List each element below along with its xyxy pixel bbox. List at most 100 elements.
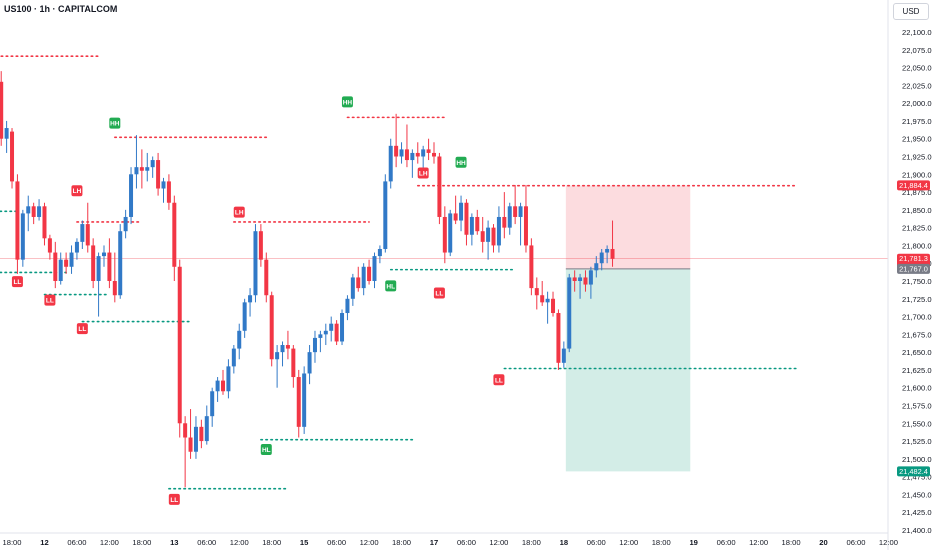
price-tag-box bbox=[897, 180, 930, 191]
candle-body bbox=[588, 270, 593, 285]
time-tick-label: 18:00 bbox=[652, 538, 671, 547]
candle bbox=[475, 209, 480, 235]
candle bbox=[491, 224, 496, 253]
price-tick-label: 21,925.0 bbox=[902, 153, 932, 162]
price-tag: 21,482.4 bbox=[897, 466, 930, 477]
candle bbox=[231, 345, 236, 374]
candle-body bbox=[453, 213, 458, 221]
candle bbox=[4, 120, 9, 153]
swing-label-lh: LH bbox=[417, 167, 429, 179]
time-tick-label: 18:00 bbox=[132, 538, 151, 547]
stop-zone bbox=[565, 185, 691, 269]
candle-body bbox=[129, 174, 134, 217]
candle bbox=[437, 152, 442, 225]
candle bbox=[561, 341, 566, 368]
candle bbox=[172, 195, 177, 281]
candle bbox=[134, 135, 139, 189]
candle-body bbox=[177, 266, 182, 424]
candle-body bbox=[350, 277, 355, 299]
candle bbox=[496, 206, 501, 253]
candle bbox=[248, 288, 253, 317]
candle bbox=[118, 224, 123, 299]
time-tick-label: 06:00 bbox=[67, 538, 86, 547]
candle bbox=[193, 416, 198, 459]
candle bbox=[507, 202, 512, 235]
time-tick-label: 20 bbox=[819, 538, 827, 547]
price-axis[interactable]: 22,100.0 22,075.0 22,050.0 22,025.0 22,000.0… bbox=[902, 28, 932, 535]
candle bbox=[556, 309, 561, 370]
swing-label-text: HH bbox=[343, 99, 353, 106]
candle bbox=[26, 195, 31, 232]
time-tick-label: 18:00 bbox=[782, 538, 801, 547]
candle bbox=[594, 256, 599, 278]
candle-body bbox=[161, 181, 166, 189]
time-tick-label: 12:00 bbox=[749, 538, 768, 547]
candle-body bbox=[594, 263, 599, 271]
candle bbox=[253, 224, 258, 303]
swing-label-text: LH bbox=[73, 188, 82, 195]
candle-body bbox=[377, 248, 382, 257]
currency-button[interactable]: USD bbox=[893, 3, 929, 20]
candle bbox=[156, 152, 161, 196]
candle-body bbox=[64, 259, 69, 267]
candle bbox=[448, 209, 453, 257]
candle bbox=[242, 298, 247, 338]
candle-body bbox=[91, 245, 96, 281]
candle bbox=[296, 369, 301, 438]
candle bbox=[199, 419, 204, 449]
candle-body bbox=[469, 216, 474, 235]
candle-body bbox=[459, 202, 464, 221]
swing-label-box bbox=[71, 185, 83, 197]
candle bbox=[486, 220, 491, 260]
time-axis[interactable]: 18:00 12 06:00 12:00 18:00 13 06:00 12:00 18:00 1… bbox=[3, 538, 898, 547]
swing-label-box bbox=[433, 287, 445, 299]
candle-body bbox=[20, 213, 25, 260]
price-tick-label: 21,750.0 bbox=[902, 277, 932, 286]
candle-body bbox=[31, 206, 36, 217]
candle bbox=[96, 252, 101, 317]
candle bbox=[85, 202, 90, 253]
candle bbox=[415, 142, 420, 164]
candle-body bbox=[107, 252, 112, 281]
candle bbox=[188, 409, 193, 459]
price-tag-text: 21,767.0 bbox=[899, 264, 928, 273]
candle-body bbox=[312, 337, 317, 353]
time-tick-label: 12:00 bbox=[100, 538, 119, 547]
price-tick-label: 21,650.0 bbox=[902, 348, 932, 357]
candle-body bbox=[96, 256, 101, 281]
candle-body bbox=[280, 345, 285, 353]
swing-label-text: HL bbox=[262, 447, 271, 454]
candle-body bbox=[432, 152, 436, 157]
candle bbox=[459, 195, 464, 232]
swing-label-ll: LL bbox=[76, 323, 88, 335]
candle bbox=[312, 330, 317, 363]
candle bbox=[166, 174, 171, 210]
candle bbox=[64, 252, 69, 274]
swing-label-box bbox=[455, 156, 467, 168]
candle bbox=[480, 216, 485, 253]
candle bbox=[74, 238, 79, 260]
candle-body bbox=[610, 248, 615, 259]
candle bbox=[42, 202, 47, 246]
candle-body bbox=[361, 266, 366, 289]
candle-body bbox=[475, 216, 480, 232]
candle bbox=[350, 273, 355, 306]
candle-body bbox=[221, 380, 226, 392]
candle-body bbox=[556, 313, 561, 363]
candle bbox=[502, 192, 507, 239]
swing-label-ll: LL bbox=[168, 493, 180, 505]
candle bbox=[80, 220, 85, 249]
swing-label-box bbox=[44, 294, 56, 306]
candle-body bbox=[4, 128, 9, 139]
price-tick-label: 21,700.0 bbox=[902, 313, 932, 322]
swing-label-text: LL bbox=[170, 497, 178, 504]
candle bbox=[404, 124, 409, 168]
time-tick-label: 12 bbox=[40, 538, 48, 547]
time-tick-label: 12:00 bbox=[619, 538, 638, 547]
price-tick-label: 21,825.0 bbox=[902, 224, 932, 233]
candle-body bbox=[323, 330, 328, 335]
swing-label-text: HH bbox=[110, 121, 120, 128]
candle bbox=[551, 291, 556, 317]
price-tick-label: 21,575.0 bbox=[902, 402, 932, 411]
